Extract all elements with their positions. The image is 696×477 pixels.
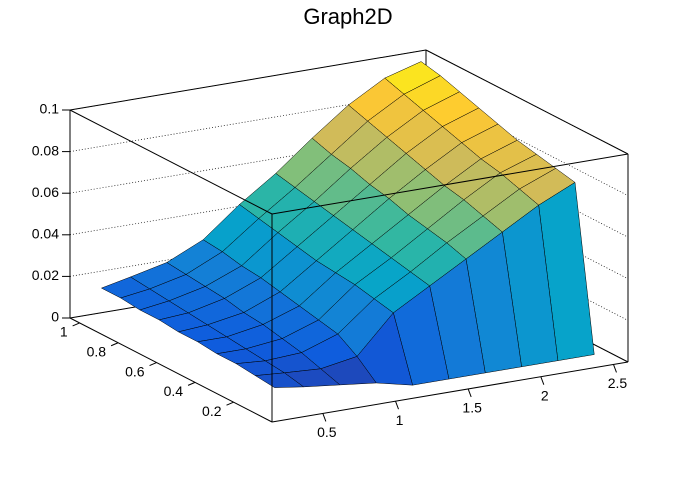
z-tick-label: 0.1: [40, 101, 60, 117]
x-tick: [322, 413, 327, 422]
x-tick-label: 1.5: [462, 400, 482, 416]
x-tick: [540, 376, 545, 385]
grid-line: [69, 91, 629, 196]
box-edge: [69, 317, 273, 423]
z-tick-label: 0.02: [32, 267, 59, 283]
y-tick-label: 0.4: [164, 383, 184, 399]
y-tick: [226, 401, 234, 406]
z-tick-label: 0.06: [32, 184, 59, 200]
z-tick-label: 0: [51, 309, 59, 325]
box-edge: [271, 361, 629, 423]
x-tick-label: 0.5: [317, 424, 337, 440]
y-tick-label: 0.6: [125, 363, 145, 379]
y-tick-label: 0.8: [87, 343, 107, 359]
y-tick-label: 1: [60, 324, 68, 340]
grid-line: [69, 174, 629, 280]
box-edge: [271, 153, 629, 215]
x-tick: [613, 364, 617, 373]
x-tick: [395, 401, 399, 410]
grid-line: [69, 49, 629, 155]
x-tick: [467, 388, 472, 398]
z-tick-label: 0.04: [32, 226, 59, 242]
chart-title: Graph2D: [303, 4, 392, 29]
surface-cell: [254, 372, 305, 388]
y-tick: [110, 342, 119, 347]
box-edge: [69, 109, 273, 215]
y-tick: [149, 362, 157, 367]
z-tick-label: 0.08: [32, 142, 59, 158]
grid-line: [69, 132, 629, 238]
x-tick-label: 2.5: [608, 375, 628, 391]
y-tick-label: 0.2: [202, 403, 222, 419]
y-tick: [72, 322, 80, 327]
y-tick: [187, 381, 196, 386]
x-tick-label: 1: [396, 412, 404, 428]
x-tick-label: 2: [541, 387, 549, 403]
